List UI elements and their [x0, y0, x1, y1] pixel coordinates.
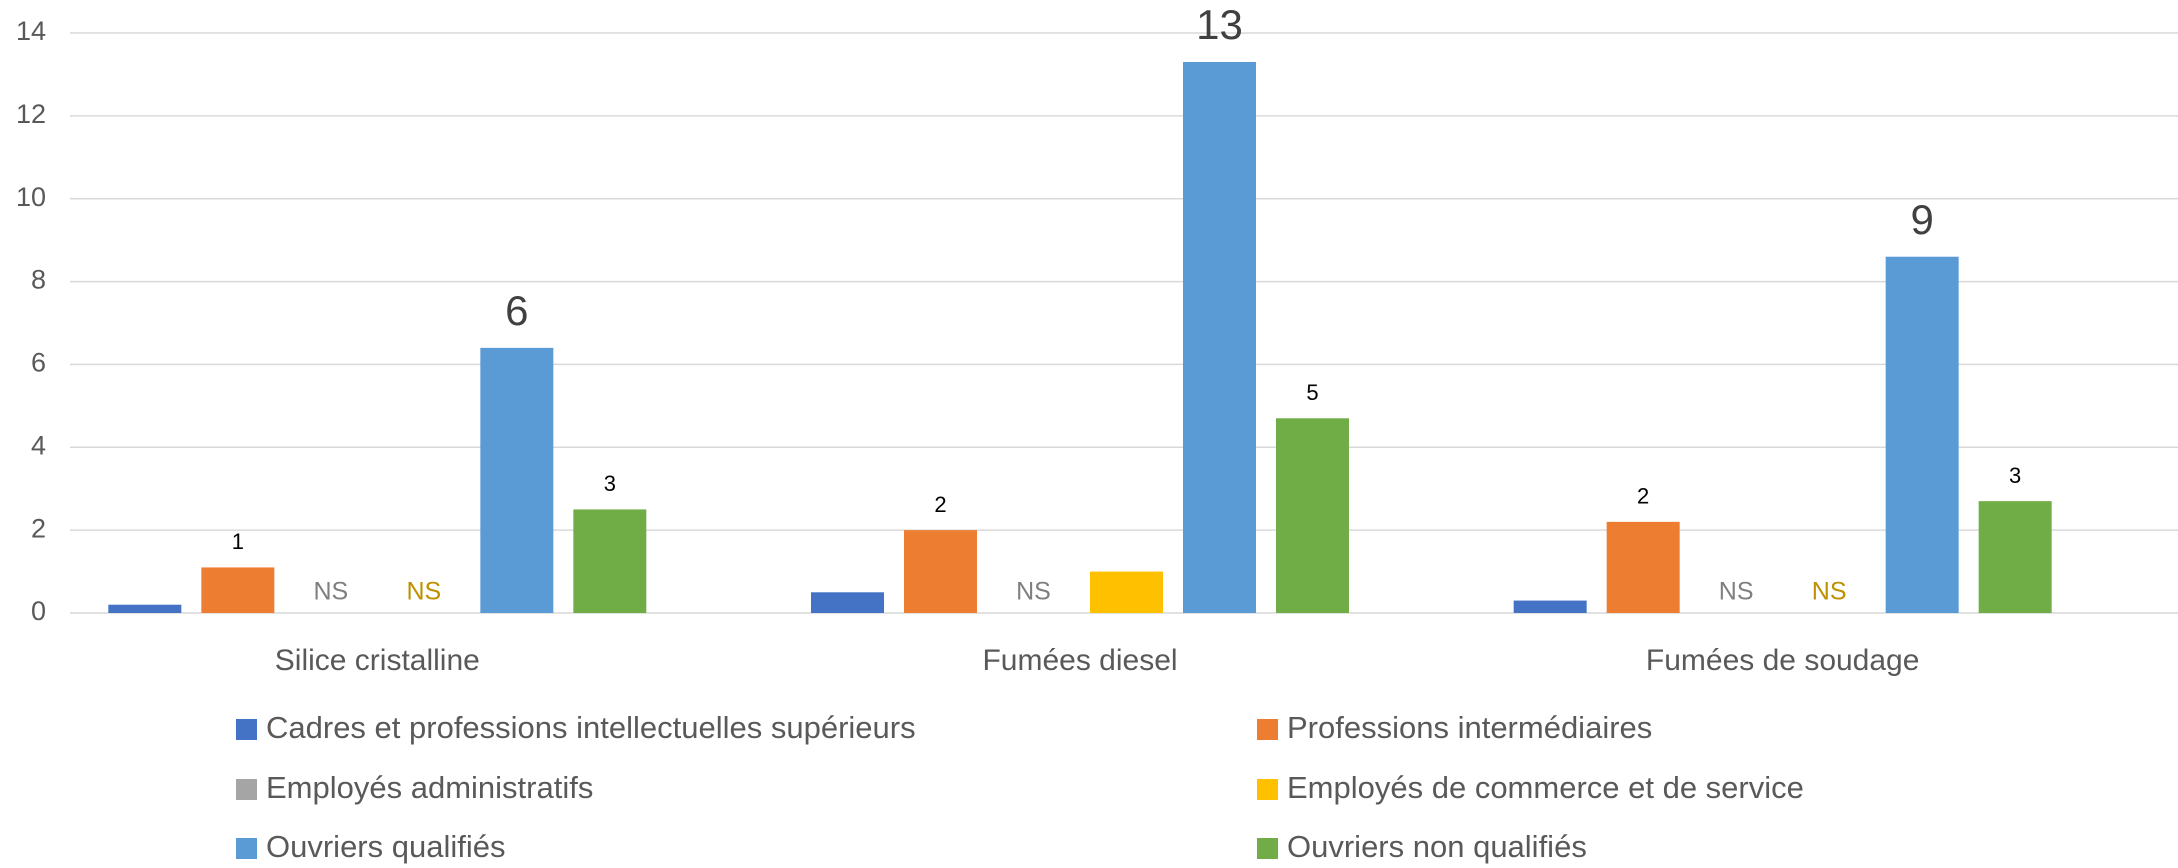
data-label: 3	[2009, 463, 2021, 488]
bar	[573, 509, 646, 613]
chart: 0 2 4 6 8 10 12 14 Silice cristalline 1 NS NS 6 3 Fumé…	[0, 0, 2178, 868]
legend-label: Employés administratifs	[266, 770, 593, 805]
data-label: NS	[1016, 578, 1051, 606]
data-label: 1	[232, 529, 244, 554]
legend-swatch	[1257, 779, 1278, 800]
y-tick-label: 4	[31, 430, 46, 460]
y-tick-label: 0	[31, 596, 46, 626]
bar	[1514, 601, 1587, 613]
bar	[1607, 522, 1680, 613]
data-label: 2	[934, 492, 946, 517]
legend-swatch	[1257, 719, 1278, 740]
y-tick-label: 8	[31, 265, 46, 295]
data-label: 3	[604, 471, 616, 496]
legend-swatch	[1257, 838, 1278, 859]
bar	[108, 605, 181, 613]
bar	[1276, 418, 1349, 613]
bar	[1090, 572, 1163, 613]
y-tick-label: 2	[31, 513, 46, 543]
y-tick-label: 10	[16, 182, 46, 212]
y-tick-label: 12	[16, 99, 46, 129]
legend-label: Employés de commerce et de service	[1287, 770, 1804, 805]
bar	[1979, 501, 2052, 613]
data-label: 5	[1306, 380, 1318, 405]
data-label: 2	[1637, 484, 1649, 509]
x-tick-label: Silice cristalline	[275, 644, 480, 677]
legend-swatch	[236, 719, 257, 740]
data-label: 13	[1196, 1, 1243, 48]
bar	[1183, 62, 1256, 613]
bar	[811, 592, 884, 613]
bar	[480, 348, 553, 613]
legend-swatch	[236, 838, 257, 859]
data-label: NS	[313, 578, 348, 606]
legend-swatch	[236, 779, 257, 800]
x-tick-label: Fumées de soudage	[1646, 644, 1920, 677]
data-label: NS	[1719, 578, 1754, 606]
legend-label: Ouvriers qualifiés	[266, 829, 505, 864]
data-label: NS	[1812, 578, 1847, 606]
y-tick-label: 6	[31, 348, 46, 378]
x-tick-label: Fumées diesel	[982, 644, 1177, 677]
legend-label: Cadres et professions intellectuelles su…	[266, 710, 916, 745]
bar	[1886, 257, 1959, 613]
data-label: NS	[406, 578, 441, 606]
bar	[904, 530, 977, 613]
bar	[201, 567, 274, 613]
data-label: 9	[1910, 196, 1933, 243]
y-tick-label: 14	[16, 16, 46, 46]
data-label: 6	[505, 287, 528, 334]
legend-label: Professions intermédiaires	[1287, 710, 1652, 745]
legend-label: Ouvriers non qualifiés	[1287, 829, 1587, 864]
